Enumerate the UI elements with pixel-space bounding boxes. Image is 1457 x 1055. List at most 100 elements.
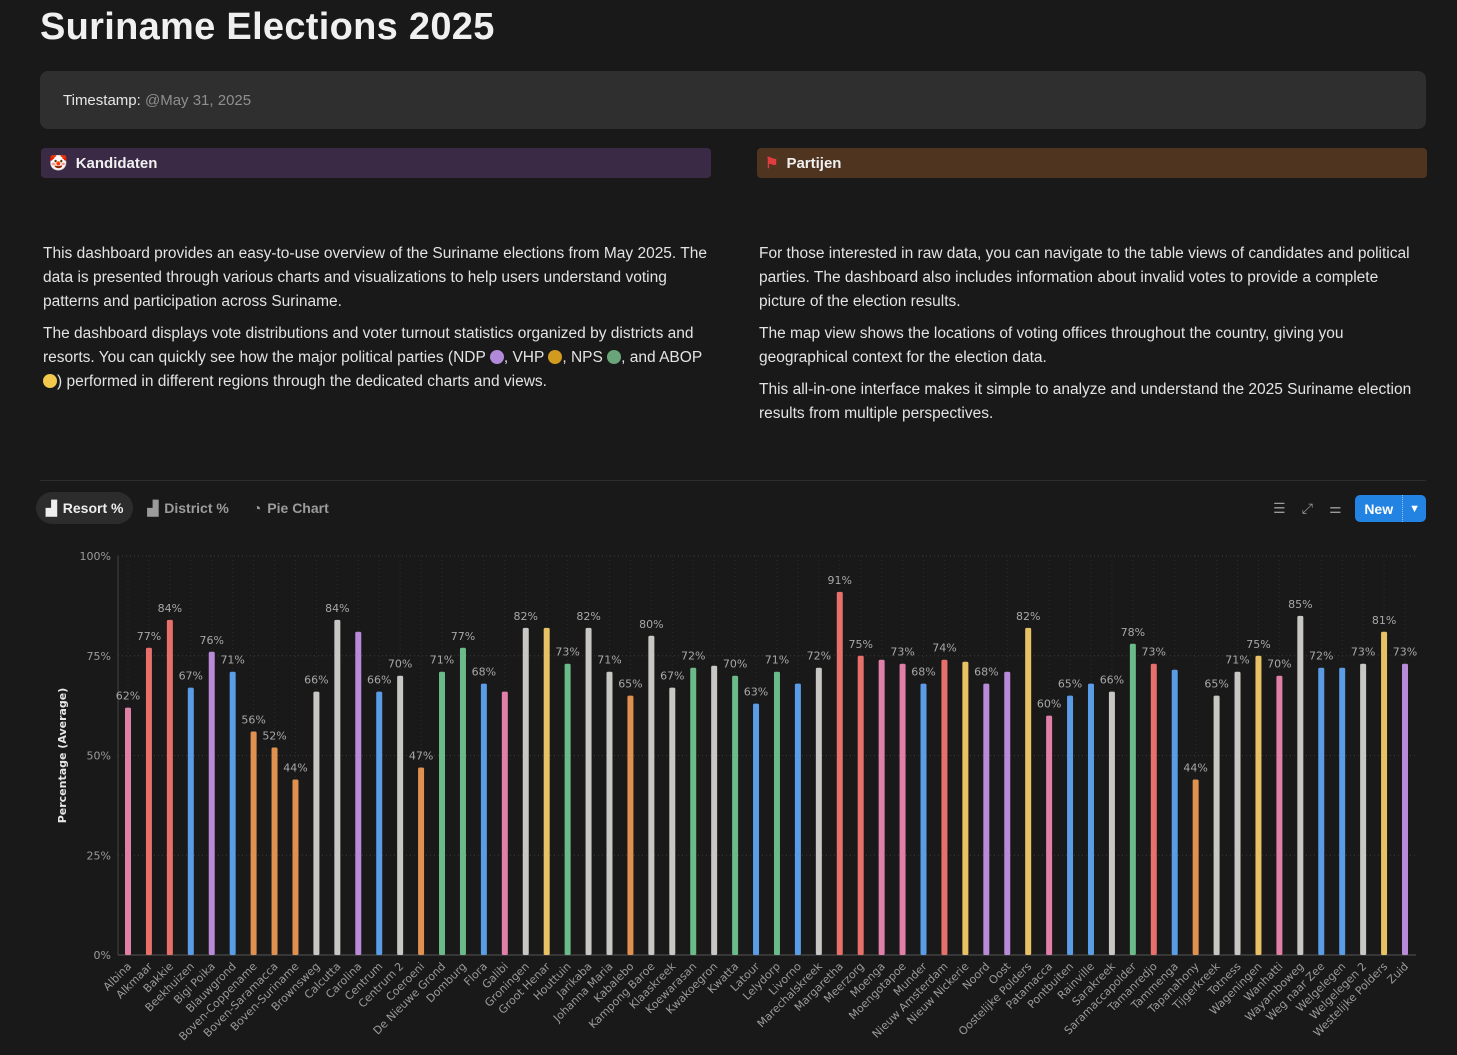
filter-icon[interactable]: ☰ <box>1273 500 1286 517</box>
data-label: 70% <box>1267 658 1291 671</box>
data-label: 77% <box>137 630 161 643</box>
bar <box>292 779 299 955</box>
data-label: 47% <box>409 749 433 762</box>
bar <box>899 663 906 955</box>
map-paragraph: The map view shows the locations of voti… <box>759 325 1344 366</box>
data-label: 71% <box>765 654 789 667</box>
data-label: 72% <box>681 650 705 663</box>
kandidaten-label: Kandidaten <box>75 154 158 172</box>
settings-sliders-icon[interactable]: ⚌ <box>1329 500 1342 517</box>
bar <box>627 695 634 955</box>
partijen-link[interactable]: ⚑ Partijen <box>757 148 1427 178</box>
nps-color-dot <box>607 350 622 364</box>
bar <box>543 627 550 955</box>
kandidaten-link[interactable]: 🤡 Kandidaten <box>41 148 711 178</box>
data-label: 82% <box>1016 610 1040 623</box>
data-label: 66% <box>1100 674 1124 687</box>
bar <box>397 675 404 955</box>
intro-left-column: This dashboard provides an easy-to-use o… <box>43 242 708 402</box>
bar <box>1046 715 1053 955</box>
bar-chart-icon: ▟ <box>147 499 159 516</box>
bar <box>125 707 131 955</box>
data-label: 71% <box>597 654 621 667</box>
tab-resort[interactable]: ▟ Resort % <box>36 492 134 524</box>
bar <box>334 619 341 955</box>
bar <box>271 747 278 955</box>
data-label: 65% <box>618 678 642 691</box>
bar <box>1381 631 1388 955</box>
bar <box>1129 643 1136 955</box>
text: , VHP <box>503 349 549 366</box>
bar <box>1339 667 1346 955</box>
bar <box>145 647 152 955</box>
data-label: 68% <box>974 666 998 679</box>
tab-pie-chart[interactable]: ◔ Pie Chart <box>243 492 339 524</box>
data-label: 91% <box>828 574 852 587</box>
bar <box>773 671 780 955</box>
new-label: New <box>1355 495 1404 522</box>
data-label: 66% <box>304 674 328 687</box>
bar <box>418 767 425 955</box>
bar <box>857 655 864 955</box>
bar <box>941 659 948 955</box>
bar <box>459 647 466 955</box>
text: The dashboard displays vote distribution… <box>43 325 694 366</box>
data-label: 65% <box>1058 678 1082 691</box>
data-label: 71% <box>430 654 454 667</box>
bar-chart-icon: ▟ <box>46 499 57 516</box>
partijen-label: Partijen <box>786 154 842 172</box>
new-button[interactable]: New ▼ <box>1355 495 1426 522</box>
bar <box>1213 695 1220 955</box>
bar <box>669 687 676 955</box>
expand-icon[interactable]: ⤢ <box>1301 500 1313 517</box>
bar <box>732 675 739 955</box>
bar <box>313 691 320 955</box>
data-label: 74% <box>932 642 956 655</box>
divider <box>40 480 1426 481</box>
bar <box>962 661 969 955</box>
data-label: 71% <box>1225 654 1249 667</box>
bar <box>1318 667 1325 955</box>
bar <box>501 691 508 955</box>
data-label: 84% <box>158 602 182 615</box>
intro-paragraph: This dashboard provides an easy-to-use o… <box>43 245 707 310</box>
bar <box>229 671 236 955</box>
y-tick-label: 0% <box>94 949 111 962</box>
x-tick-label: Zuid <box>1385 960 1412 987</box>
bar <box>1067 695 1074 955</box>
data-label: 68% <box>911 666 935 679</box>
pie-chart-icon: ◔ <box>252 500 262 516</box>
bar <box>1108 691 1115 955</box>
data-label: 85% <box>1288 598 1312 611</box>
vhp-color-dot <box>548 350 563 364</box>
timestamp-value[interactable]: @May 31, 2025 <box>144 92 252 109</box>
bar <box>983 683 990 955</box>
data-label: 75% <box>1246 638 1270 651</box>
y-tick-label: 50% <box>87 750 111 763</box>
bar <box>1234 671 1241 955</box>
summary-paragraph: This all-in-one interface makes it simpl… <box>759 381 1412 422</box>
bar <box>1255 655 1262 955</box>
data-label: 65% <box>1204 678 1228 691</box>
bar <box>1360 663 1367 955</box>
bar <box>1171 669 1178 955</box>
text: ) performed in different regions through… <box>57 373 547 390</box>
y-tick-label: 100% <box>80 550 111 563</box>
data-label: 73% <box>555 646 579 659</box>
abop-color-dot <box>43 374 57 388</box>
data-label: 80% <box>639 618 663 631</box>
chevron-down-icon[interactable]: ▼ <box>1409 502 1420 515</box>
clown-face-icon: 🤡 <box>49 155 68 172</box>
data-label: 82% <box>576 610 600 623</box>
data-label: 60% <box>1037 698 1061 711</box>
bar <box>1192 779 1199 955</box>
data-label: 62% <box>116 690 140 703</box>
data-label: 73% <box>1351 646 1375 659</box>
bar <box>166 619 173 955</box>
data-label: 84% <box>325 602 349 615</box>
data-label: 81% <box>1372 614 1396 627</box>
bar <box>815 667 822 955</box>
tab-district[interactable]: ▟ District % <box>137 492 238 524</box>
bar <box>648 635 655 955</box>
data-label: 78% <box>1121 626 1145 639</box>
